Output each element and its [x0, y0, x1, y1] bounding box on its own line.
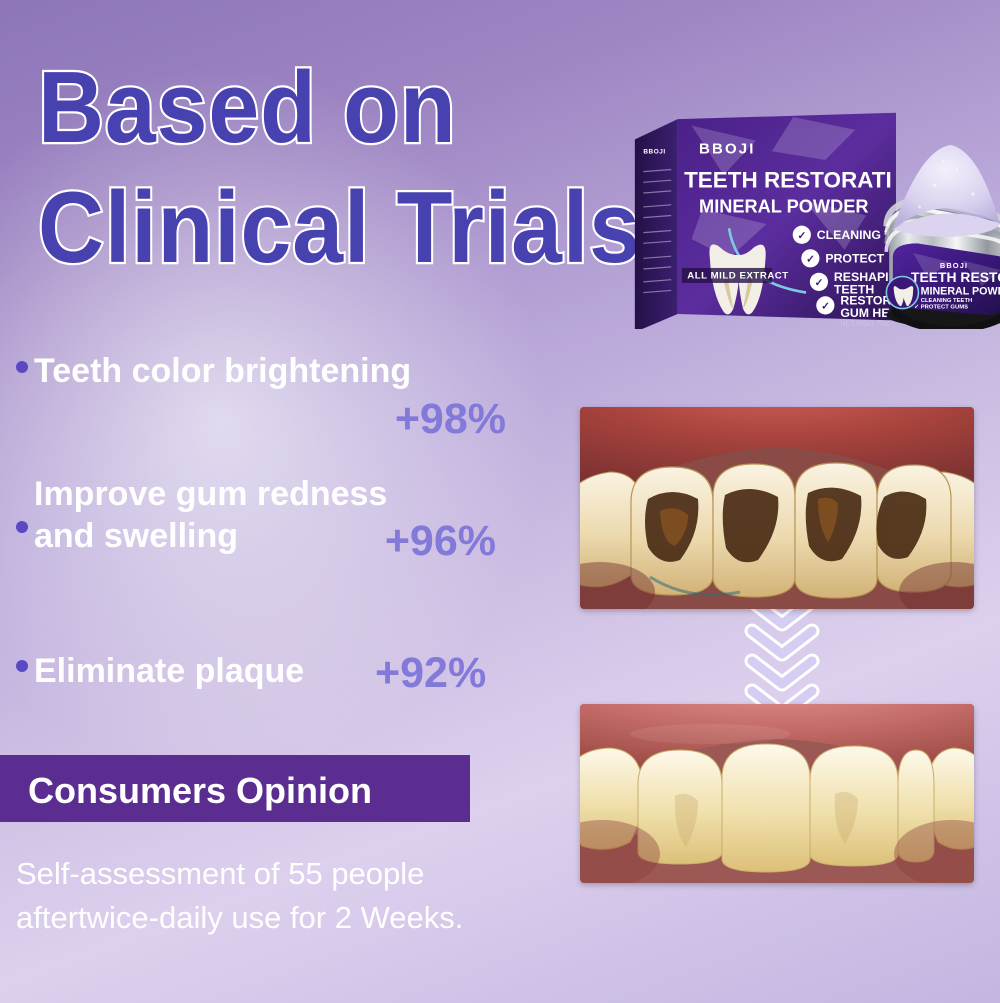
svg-text:MINERAL POWDER: MINERAL POWDER [699, 196, 868, 216]
svg-text:ALL MILD EXTRACT: ALL MILD EXTRACT [687, 271, 788, 282]
svg-text:PROTECT: PROTECT [825, 252, 884, 266]
svg-text:TEETH RESTORATION: TEETH RESTORATION [911, 269, 1000, 285]
svg-text:TEETH RESTORATI: TEETH RESTORATI [684, 168, 892, 193]
svg-text:✓ CLEANING TEETH: ✓ CLEANING TEETH [914, 298, 972, 304]
svg-text:✓: ✓ [815, 277, 824, 289]
svg-text:BBOJI: BBOJI [699, 140, 755, 157]
svg-text:✓: ✓ [798, 230, 807, 242]
svg-text:MINERAL POWDER: MINERAL POWDER [921, 286, 1000, 298]
svg-text:BBOJI: BBOJI [643, 148, 665, 155]
svg-text:✓: ✓ [821, 301, 830, 313]
svg-text:NET:50G/1.7OZ: NET:50G/1.7OZ [840, 321, 890, 328]
svg-text:✓: ✓ [806, 254, 815, 266]
svg-text:✓ PROTECT GUMS: ✓ PROTECT GUMS [914, 305, 968, 311]
